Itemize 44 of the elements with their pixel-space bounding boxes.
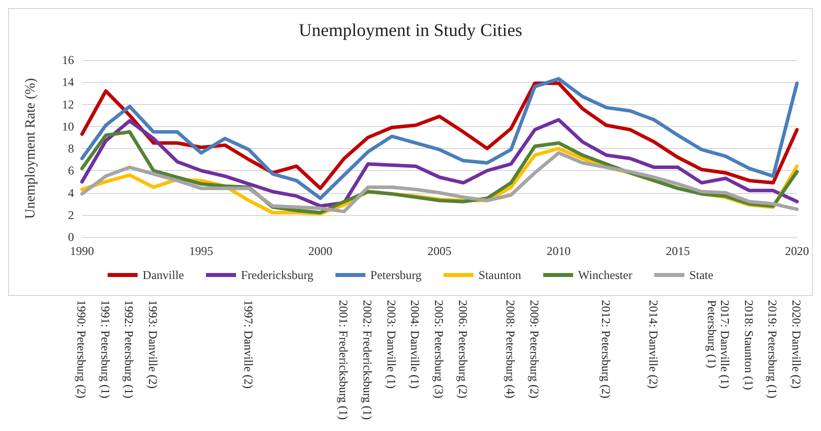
legend-label: Winchester xyxy=(578,268,632,282)
x-tick-label: 2015 xyxy=(666,244,690,258)
text: 2006: Petersburg (2) xyxy=(456,300,470,398)
x-tick-label: 1990 xyxy=(70,244,94,258)
x-tick-label: 2020 xyxy=(785,244,809,258)
text: 2008: Petersburg (4) xyxy=(504,300,518,398)
x-tick-label: 2000 xyxy=(308,244,332,258)
y-tick-label: 10 xyxy=(62,119,74,134)
x-tick-label: 2010 xyxy=(546,244,571,258)
y-axis-title: Unemployment Rate (%) xyxy=(24,78,38,219)
x-tick-label: 1995 xyxy=(189,244,214,258)
y-tick-label: 6 xyxy=(68,164,74,178)
text: 2014: Danville (2) xyxy=(646,300,660,389)
text: 2003: Danville (1) xyxy=(384,300,398,389)
text: 2020: Danville (2) xyxy=(790,300,804,389)
legend-label: State xyxy=(689,268,714,282)
line-series xyxy=(80,118,799,208)
text: 2018: Staunton (1) xyxy=(742,300,756,390)
legend-label: Fredericksburg xyxy=(240,268,314,282)
text: 1991: Petersburg (1) xyxy=(98,300,112,398)
text: 1997: Danville (2) xyxy=(241,300,256,389)
text: 2004: Danville (1) xyxy=(408,300,422,389)
legend-label: Staunton xyxy=(478,268,522,282)
y-tick-label: 12 xyxy=(62,97,74,112)
y-tick-label: 8 xyxy=(68,142,74,156)
legend-label: Danville xyxy=(142,268,184,282)
text: 1990: Petersburg (2) xyxy=(74,300,88,398)
y-tick-label: 2 xyxy=(68,208,74,222)
text: 2017: Danville (1) Petersburg (1) xyxy=(705,300,732,392)
text: 1992: Petersburg (1) xyxy=(122,300,136,398)
text: 2009: Petersburg (2) xyxy=(527,300,542,398)
chart-title: Unemployment in Study Cities xyxy=(298,20,522,40)
text: 2019: Petersburg (1) xyxy=(766,300,780,398)
text: 2002: Fredericksburg (1) xyxy=(360,300,374,420)
text: 2005: Petersburg (3) xyxy=(432,300,446,398)
y-tick-label: 14 xyxy=(62,75,74,90)
y-tick-label: 16 xyxy=(62,53,74,67)
text: 2001: Fredericksburg (1) xyxy=(336,300,351,420)
y-tick-label: 0 xyxy=(68,230,74,244)
text: 2012: Petersburg (2) xyxy=(598,300,613,398)
x-tick-label: 2005 xyxy=(428,244,452,258)
text: 1993: Danville (2) xyxy=(146,300,160,389)
legend-label: Petersburg xyxy=(370,268,422,282)
y-tick-label: 4 xyxy=(68,186,74,200)
